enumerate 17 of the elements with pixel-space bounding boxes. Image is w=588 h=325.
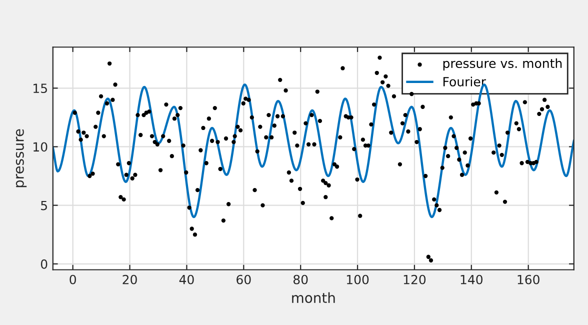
y-axis-title: pressure: [16, 129, 27, 188]
x-tick-label: 140: [460, 274, 482, 284]
x-tick-label: 60: [236, 274, 251, 284]
x-tick-label: 40: [179, 274, 194, 284]
y-tick-label: 5: [41, 200, 47, 210]
legend-label: pressure vs. month: [443, 58, 562, 70]
y-tick-label: 0: [40, 259, 48, 269]
x-tick-label: 100: [346, 274, 369, 284]
x-tick-label: 20: [122, 274, 137, 284]
x-axis-title: month: [292, 292, 335, 304]
y-tick-label: 15: [34, 84, 47, 94]
x-tick-label: 80: [293, 274, 308, 284]
y-tick-label: 10: [34, 142, 48, 152]
x-tick-label: 160: [518, 274, 540, 284]
x-tick-label: 0: [70, 274, 76, 284]
x-tick-label: 120: [404, 274, 426, 284]
legend-label: Fourier: [443, 76, 486, 86]
